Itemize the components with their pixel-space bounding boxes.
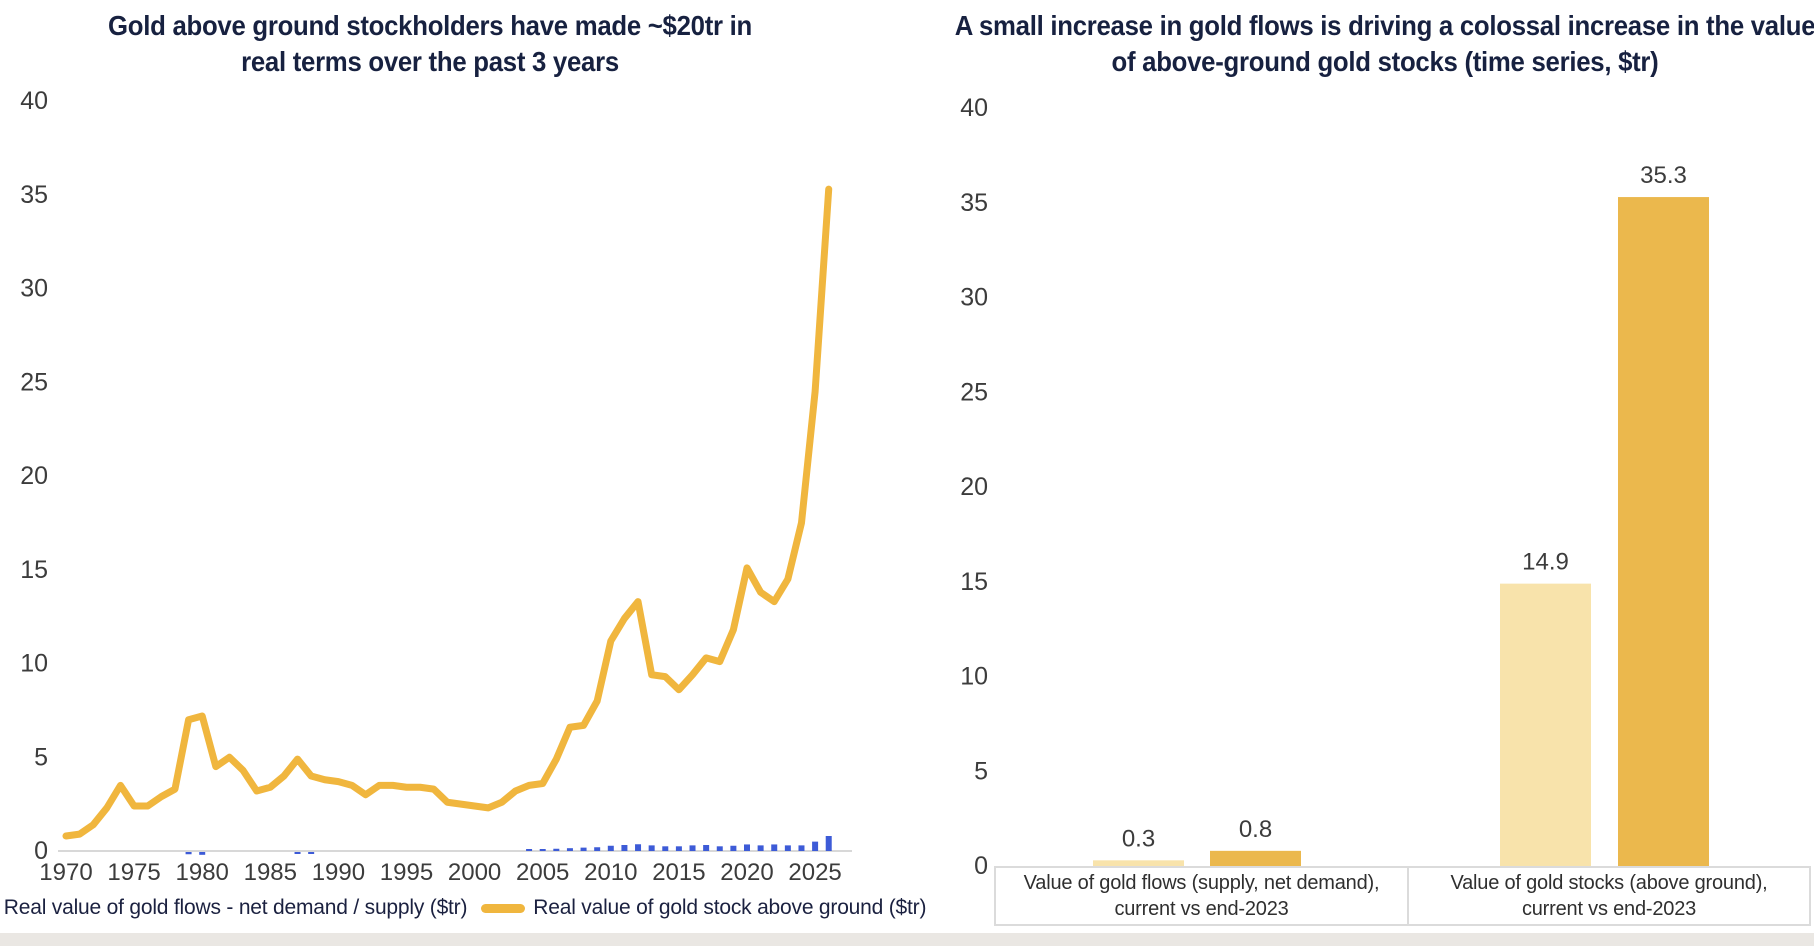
y-axis-tick: 20: [20, 462, 48, 490]
x-axis-tick: 1990: [312, 859, 365, 886]
legend-item-stock: Real value of gold stock above ground ($…: [481, 896, 926, 920]
gold-flow-bar: [784, 845, 791, 851]
x-axis-tick: 2025: [788, 859, 841, 886]
bar-current: [1618, 197, 1709, 866]
y-axis-tick: 30: [20, 275, 48, 303]
gold-flow-bar: [716, 846, 723, 851]
bar-value-label: 0.8: [1239, 816, 1272, 843]
gold-flow-bar: [812, 841, 819, 851]
gold-stock-line: [62, 185, 833, 840]
right-chart-title: A small increase in gold flows is drivin…: [954, 10, 1814, 77]
y-axis-tick: 5: [34, 743, 48, 771]
y-axis-tick: 15: [20, 556, 48, 584]
x-axis-tick: 2015: [652, 859, 705, 886]
y-axis-tick: 35: [20, 181, 48, 209]
gold-flow-bar: [757, 845, 764, 851]
gold-flow-bar: [294, 852, 301, 854]
legend-item-flows: Real value of gold flows - net demand / …: [0, 896, 468, 920]
gold-flow-bar: [185, 852, 192, 855]
gold-flow-bar: [580, 847, 587, 851]
gold-flow-bar: [825, 836, 832, 851]
category-label-gold-flows: Value of gold flows (supply, net demand)…: [1023, 872, 1380, 920]
stock-legend-label: Real value of gold stock above ground ($…: [533, 896, 927, 919]
gold-flow-bar: [798, 845, 805, 851]
y-axis-tick: 10: [20, 650, 48, 678]
gold-flow-bar: [199, 852, 206, 855]
y-axis-tick: 25: [20, 368, 48, 396]
bar-value-label: 35.3: [1640, 162, 1687, 189]
y-axis-tick: 10: [960, 663, 988, 691]
gold-flow-bar: [648, 845, 655, 851]
y-axis-tick: 0: [34, 837, 48, 865]
y-axis-tick: 30: [960, 284, 988, 312]
gold-flow-bar: [621, 845, 628, 851]
y-axis-tick: 20: [960, 473, 988, 501]
y-axis-tick: 40: [960, 94, 988, 122]
gold-flow-bar: [308, 852, 315, 854]
gold-flow-bar: [594, 847, 601, 851]
x-axis-tick: 2020: [720, 859, 773, 886]
category-label-gold-stocks: Value of gold stocks (above ground), cur…: [1407, 868, 1809, 924]
gold-flow-bar: [526, 849, 533, 851]
gold-flow-bar: [539, 849, 546, 851]
gold-flow-bar: [675, 846, 682, 851]
y-axis-tick: 25: [960, 378, 988, 406]
gold-flow-bar: [553, 848, 560, 851]
x-axis-tick: 1970: [39, 859, 92, 886]
bar-current: [1210, 850, 1301, 866]
x-axis-tick: 1995: [380, 859, 433, 886]
y-axis-tick: 0: [974, 852, 988, 880]
gold-flow-bar: [689, 845, 696, 851]
bar-value-label: 0.3: [1122, 825, 1155, 852]
gold-flow-bar: [703, 845, 710, 851]
x-axis-tick: 1975: [107, 859, 160, 886]
left-chart-title: Gold above ground stockholders have made…: [108, 10, 752, 77]
gold-flow-bar: [607, 845, 614, 851]
gold-flow-bar: [566, 848, 573, 851]
gold-flow-bar: [662, 846, 669, 851]
gold-flow-bar: [635, 844, 642, 851]
right-chart-category-axis: Value of gold flows (supply, net demand)…: [994, 866, 1811, 926]
y-axis-tick: 15: [960, 568, 988, 596]
bottom-strip: [0, 933, 1814, 946]
bar-end-2023: [1500, 583, 1591, 866]
x-axis-tick: 2010: [584, 859, 637, 886]
y-axis-tick: 35: [960, 189, 988, 217]
gold-flow-bar: [730, 845, 737, 851]
gold-flows-stocks-bar-chart: 0 5 10 15 20 25 30 35 40 0.3 0.8 14.9 35.3: [960, 94, 1709, 880]
bar-end-2023: [1093, 860, 1184, 866]
stock-legend-swatch: [481, 903, 526, 913]
x-axis-tick: 1985: [244, 859, 297, 886]
gold-flow-bar: [771, 844, 778, 851]
x-axis-tick: 1980: [176, 859, 229, 886]
flows-legend-label: Real value of gold flows - net demand / …: [3, 896, 468, 919]
y-axis-tick: 5: [974, 757, 988, 785]
gold-flow-bar: [744, 844, 750, 851]
x-axis-tick: 2005: [516, 859, 569, 886]
bar-value-label: 14.9: [1522, 549, 1569, 576]
x-axis-tick: 2000: [448, 859, 501, 886]
left-chart-legend: Real value of gold flows - net demand / …: [4, 892, 927, 924]
y-axis-tick: 40: [20, 87, 48, 115]
